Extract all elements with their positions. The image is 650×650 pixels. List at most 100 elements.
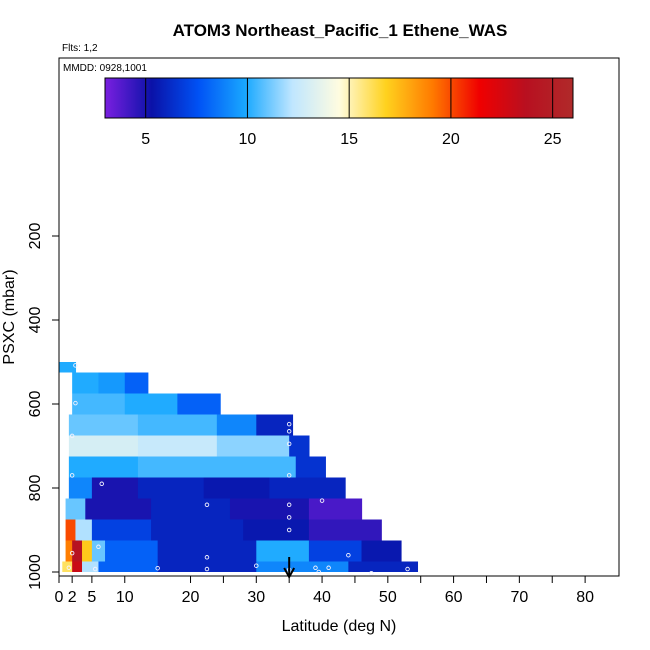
heatmap-cell: [216, 414, 257, 436]
heatmap-cell: [72, 540, 83, 562]
sample-point: [286, 441, 292, 447]
pressure-layer: [59, 362, 77, 373]
x-tick-label: 50: [379, 589, 397, 606]
heatmap-cell: [137, 414, 218, 436]
heatmap-cell: [157, 540, 257, 562]
heatmap-cell: [72, 561, 83, 572]
sample-point: [155, 565, 160, 571]
heatmap-cell: [85, 498, 152, 520]
heatmap-cell: [243, 519, 310, 541]
heatmap-cell: [98, 372, 126, 394]
marker-arrow-head: [283, 567, 296, 580]
y-tick-label: 600: [27, 391, 44, 418]
sample-point: [286, 502, 292, 508]
heatmap-cell: [203, 477, 271, 499]
heatmap-cell: [72, 393, 126, 415]
heatmap-cell: [68, 456, 139, 478]
colorbar-tick-label: 15: [340, 131, 358, 148]
heatmap-cell: [348, 561, 419, 572]
x-tick-label: 30: [247, 589, 265, 606]
sample-point: [286, 527, 292, 533]
sample-point: [69, 433, 75, 439]
pressure-layer: [68, 435, 310, 457]
sample-points: [66, 363, 410, 576]
heatmap-cell: [68, 477, 93, 499]
pressure-layer: [68, 477, 346, 499]
heatmap-cell: [68, 435, 139, 457]
heatmap-cell: [308, 498, 363, 520]
pressure-layer: [65, 519, 382, 541]
heatmap-cell: [65, 519, 77, 541]
sample-point: [405, 566, 410, 572]
dates-text: MMDD: 0928,1001: [63, 63, 147, 74]
sample-point: [286, 473, 292, 478]
heatmap-cell: [82, 561, 100, 572]
flights-text: Flts: 1,2: [62, 43, 98, 54]
heatmap-cell: [216, 435, 290, 457]
sample-point: [69, 550, 75, 556]
heatmap-cell: [68, 414, 139, 436]
sample-point: [204, 555, 210, 560]
sample-point: [204, 566, 210, 572]
pressure-layer: [62, 561, 419, 572]
sample-point: [204, 502, 210, 508]
heatmap-cell: [177, 393, 221, 415]
chart-title: ATOM3 Northeast_Pacific_1 Ethene_WAS: [173, 21, 508, 40]
heatmap-cell: [151, 519, 244, 541]
heatmap-cell: [289, 435, 310, 457]
heatmap-cell: [256, 561, 349, 572]
colorbar-tick-label: 5: [141, 131, 150, 148]
heatmap-cell: [105, 540, 159, 562]
heatmap-cell: [223, 456, 297, 478]
sample-point: [286, 421, 292, 427]
sample-point: [316, 569, 322, 575]
heatmap-cell: [91, 519, 152, 541]
x-tick-label: 20: [182, 589, 200, 606]
x-tick-label: 40: [313, 589, 331, 606]
sample-point: [96, 544, 101, 550]
heatmap-cell: [308, 540, 363, 562]
sample-point: [326, 565, 331, 571]
colorbar-tick-label: 10: [239, 131, 257, 148]
x-tick-label: 70: [510, 589, 528, 606]
sample-point: [286, 429, 292, 434]
pressure-layer: [68, 456, 326, 478]
sample-point: [69, 473, 75, 478]
x-axis-label: Latitude (deg N): [282, 618, 397, 635]
heatmap-cell: [91, 540, 106, 562]
sample-point: [286, 515, 292, 520]
plot-area: [59, 362, 419, 572]
heatmap-cell: [256, 540, 310, 562]
colorbar: 5 10 15 20 25: [104, 77, 574, 148]
plot-frame: [58, 57, 620, 577]
pressure-layer: [65, 540, 402, 562]
heatmap-cell: [72, 372, 100, 394]
heatmap-cell: [295, 456, 326, 478]
sample-point: [73, 400, 78, 406]
x-tick-label: 80: [576, 589, 594, 606]
sample-point: [319, 498, 325, 503]
heatmap-cell: [91, 477, 139, 499]
heatmap-cell: [65, 540, 73, 562]
heatmap-cell: [65, 498, 86, 520]
heatmap-cell: [269, 477, 346, 499]
sample-point: [313, 565, 318, 571]
heatmap-cell: [308, 519, 382, 541]
pressure-layer: [68, 414, 294, 436]
y-tick-label: 1000: [27, 554, 44, 590]
y-axis-label: PSXC (mbar): [1, 269, 18, 364]
sample-point: [92, 566, 98, 572]
pressure-layer: [72, 393, 221, 415]
sample-point: [73, 363, 78, 368]
sample-point: [369, 571, 374, 576]
y-tick-label: 400: [27, 307, 44, 334]
y-tick-label: 800: [27, 475, 44, 502]
sample-point: [99, 481, 104, 487]
heatmap-cell: [256, 414, 294, 436]
heatmap-cell: [137, 456, 225, 478]
heatmap-cell: [82, 540, 93, 562]
colorbar-gradient: [104, 77, 574, 119]
x-tick-label: 60: [445, 589, 463, 606]
heatmap-cell: [151, 498, 231, 520]
